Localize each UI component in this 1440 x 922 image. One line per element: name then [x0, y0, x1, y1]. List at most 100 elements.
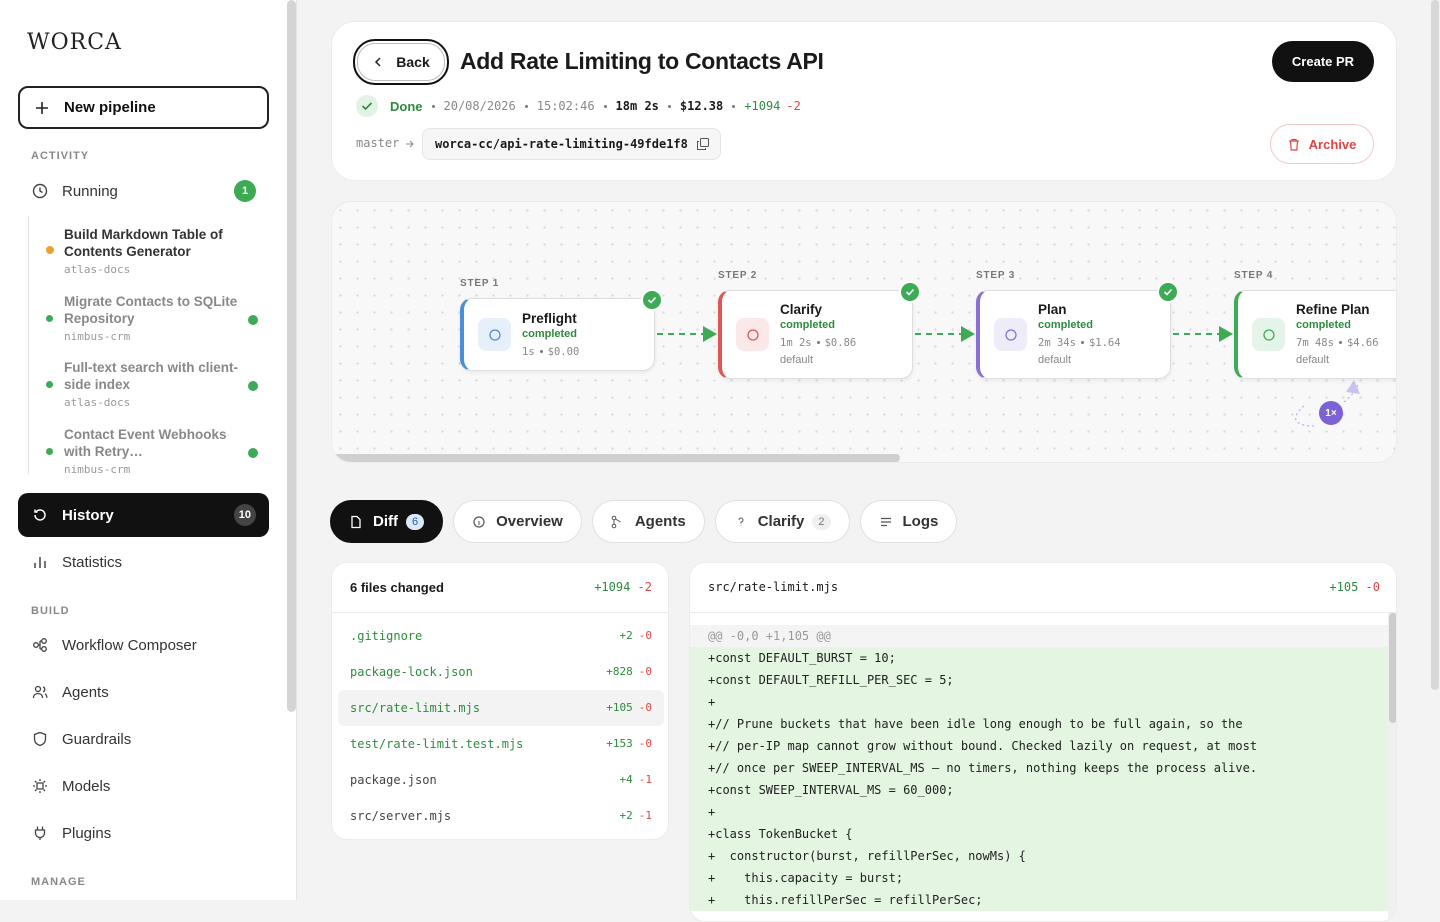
- step-icon: [736, 318, 769, 351]
- nav-icon: [32, 731, 62, 747]
- step-cost: $0.00: [547, 345, 580, 358]
- file-row[interactable]: src/rate-limit.mjs +105 -0: [338, 690, 664, 726]
- step-card[interactable]: Clarify completed 1m 2s $0.86 default: [718, 289, 913, 379]
- archive-button[interactable]: Archive: [1270, 124, 1374, 164]
- arrow-icon: [406, 140, 414, 148]
- status-label: Done: [390, 98, 423, 114]
- running-item[interactable]: Contact Event Webhooks with Retry… nimbus…: [28, 426, 268, 486]
- build-nav[interactable]: Plugins: [18, 811, 269, 855]
- code-line: +// Prune buckets that have been idle lo…: [690, 713, 1388, 735]
- diff-added: +105: [1329, 580, 1359, 594]
- step-check: [899, 280, 921, 303]
- nav-label: Guardrails: [62, 730, 132, 748]
- tab-icon: [349, 515, 363, 529]
- file-row[interactable]: .gitignore +2 -0: [338, 618, 664, 654]
- lines-removed: -2: [786, 99, 801, 113]
- step-label: STEP 2: [718, 269, 758, 281]
- step-label: STEP 1: [460, 277, 500, 289]
- statistics-nav[interactable]: Statistics: [18, 540, 269, 584]
- files-title: 6 files changed: [350, 580, 444, 595]
- code-line: +// per-IP map cannot grow without bound…: [690, 735, 1388, 757]
- icon: [33, 779, 47, 793]
- file-added: +2: [619, 629, 633, 642]
- code-line: +const SWEEP_INTERVAL_MS = 60_000;: [690, 779, 1388, 801]
- running-item[interactable]: Migrate Contacts to SQLite Repository nim…: [28, 293, 268, 353]
- running-item[interactable]: Full-text search with client-side index a…: [28, 359, 268, 419]
- tab[interactable]: Logs: [859, 500, 958, 543]
- separator: [816, 341, 820, 344]
- running-repo: atlas-docs: [64, 263, 131, 276]
- code-view: @@ -0,0 +1,105 @@ +const DEFAULT_BURST =…: [690, 625, 1388, 911]
- file-name: src/rate-limit.mjs: [350, 701, 481, 715]
- step-card[interactable]: Refine Plan completed 7m 48s $4.66 default: [1234, 289, 1396, 379]
- new-pipeline-button[interactable]: New pipeline: [18, 86, 269, 129]
- back-button[interactable]: Back: [353, 39, 449, 85]
- archive-label: Archive: [1308, 136, 1357, 152]
- build-nav[interactable]: Workflow Composer: [18, 623, 269, 667]
- diff-file: src/rate-limit.mjs: [708, 580, 839, 594]
- build-nav[interactable]: Models: [18, 764, 269, 808]
- tab[interactable]: Overview: [453, 500, 582, 543]
- status-icon: [356, 95, 378, 117]
- history-icon: [34, 509, 46, 521]
- running-nav[interactable]: Running 1: [18, 169, 269, 213]
- step-label: STEP 3: [976, 269, 1016, 281]
- files-stats: +1094 -2: [594, 580, 652, 594]
- file-row[interactable]: test/rate-limit.test.mjs +153 -0: [338, 726, 664, 762]
- tab[interactable]: Clarify 2: [714, 500, 850, 543]
- step-status: completed: [1038, 318, 1094, 331]
- running-item[interactable]: Build Markdown Table of Contents Generat…: [28, 226, 268, 286]
- build-nav[interactable]: Guardrails: [18, 717, 269, 761]
- step-cost: $0.86: [824, 336, 857, 349]
- file-removed: -0: [638, 737, 652, 750]
- icon: [1262, 328, 1275, 341]
- step-label: STEP 4: [1234, 269, 1274, 281]
- nav-icon: [32, 825, 62, 841]
- new-pipeline-label: New pipeline: [64, 99, 156, 116]
- step-duration: 1s: [522, 345, 535, 358]
- duration: 18m 2s: [615, 99, 659, 113]
- tabs: Diff 6 Overview Agents Clarify 2 Logs: [330, 500, 958, 543]
- step-meta: 1s $0.00: [522, 346, 579, 358]
- code-line: + this.capacity = burst;: [690, 867, 1388, 889]
- file-row[interactable]: package.json +4 -1: [338, 762, 664, 798]
- create-pr-button[interactable]: Create PR: [1272, 41, 1374, 82]
- icon: [351, 515, 361, 528]
- branch-pill[interactable]: worca-cc/api-rate-limiting-49fde1f8: [422, 128, 721, 160]
- loop-badge[interactable]: 1×: [1319, 401, 1343, 425]
- chevron-icon: [375, 57, 381, 67]
- step-icon: [994, 318, 1027, 351]
- tree-line: [28, 216, 29, 474]
- plus-icon: [36, 101, 48, 114]
- icon: [905, 288, 915, 296]
- status-dot: [46, 246, 54, 254]
- step-card[interactable]: Plan completed 2m 34s $1.64 default: [976, 289, 1171, 379]
- history-nav[interactable]: History 10: [18, 493, 269, 537]
- file-name: src/server.mjs: [350, 809, 452, 823]
- diff-panel: src/rate-limit.mjs +105 -0 @@ -0,0 +1,10…: [689, 562, 1397, 922]
- logo: WORCA: [27, 30, 122, 55]
- build-nav[interactable]: Agents: [18, 670, 269, 714]
- tab[interactable]: Diff 6: [330, 500, 444, 543]
- running-repo: nimbus-crm: [64, 462, 131, 476]
- file-row[interactable]: package-lock.json +828 -0: [338, 654, 664, 690]
- nav-icon: [32, 637, 62, 653]
- diff-header: src/rate-limit.mjs +105 -0: [690, 563, 1396, 613]
- file-stats: +2 -0: [620, 629, 653, 642]
- nav-label: Agents: [62, 683, 109, 701]
- status-row: Done 20/08/2026 15:02:46 18m 2s $12.38 +…: [356, 95, 801, 117]
- branch-name: worca-cc/api-rate-limiting-49fde1f8: [435, 137, 688, 151]
- file-name: test/rate-limit.test.mjs: [350, 737, 524, 751]
- icon: [32, 685, 48, 699]
- tab-count: 6: [406, 513, 425, 530]
- diff-removed: -0: [1365, 580, 1380, 594]
- pipeline-canvas: STEP 1 Preflight completed 1s $0.00 STEP 2 Cla…: [331, 201, 1397, 463]
- tab[interactable]: Agents: [591, 500, 705, 543]
- tab-icon: [611, 515, 625, 529]
- icon: [1004, 328, 1017, 341]
- step-card[interactable]: Preflight completed 1s $0.00: [460, 297, 655, 371]
- status-dot-right: [248, 314, 258, 325]
- tab-icon: [879, 515, 893, 529]
- file-row[interactable]: src/server.mjs +2 -1: [338, 798, 664, 834]
- code-line: +const DEFAULT_REFILL_PER_SEC = 5;: [690, 669, 1388, 691]
